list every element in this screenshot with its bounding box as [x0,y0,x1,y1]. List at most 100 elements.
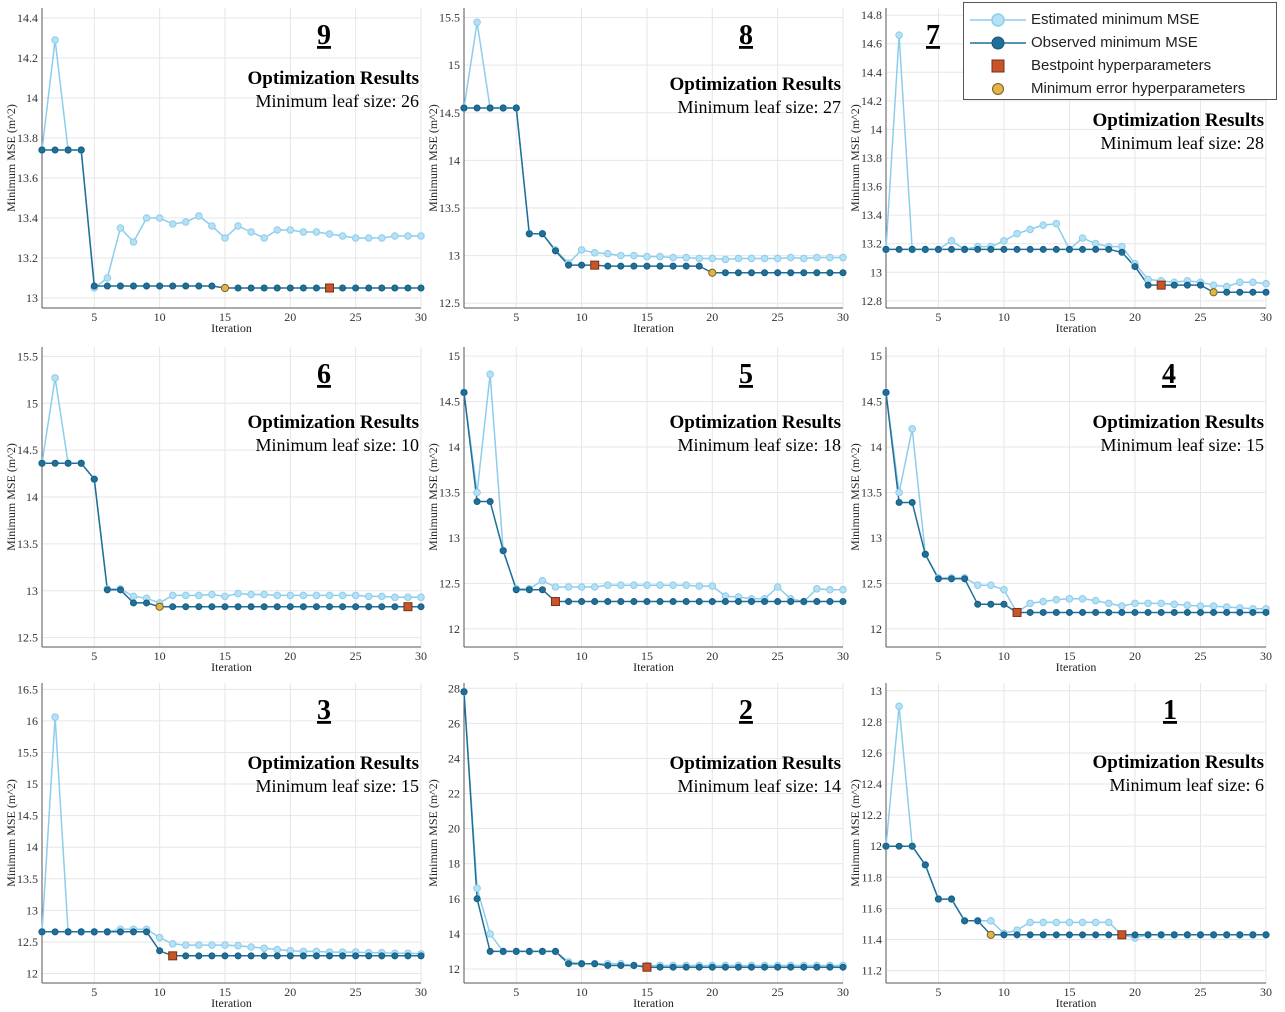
observed-mse-point [826,598,834,606]
observed-mse-point [273,952,281,960]
observed-mse-point [260,603,268,611]
estimated-mse-point [708,254,717,263]
observed-mse-point [1079,245,1087,253]
x-tick-label: 5 [91,310,97,324]
x-axis-label: Iteration [211,660,252,674]
minimum-error-marker [220,283,230,293]
observed-mse-point [1052,245,1060,253]
estimated-mse-point [51,374,59,382]
observed-mse-point [1000,931,1008,939]
estimated-mse-point [786,253,795,262]
estimated-mse-point [247,228,255,236]
x-tick-label: 25 [772,310,784,324]
x-tick-label: 20 [284,649,296,663]
panel-number: 3 [317,695,331,726]
x-tick-label: 30 [837,985,849,999]
observed-mse-point [908,498,916,506]
estimated-mse-point [377,234,386,242]
legend-observed-label: Observed minimum MSE [1031,34,1198,51]
x-tick-label: 15 [1063,310,1075,324]
y-tick-label: 13.5 [861,485,882,499]
estimated-mse-point [813,585,821,593]
estimated-mse-point [1249,278,1257,287]
observed-mse-point [895,245,903,253]
observed-mse-point [787,269,795,277]
y-tick-label: 14 [26,490,38,504]
x-tick-label: 10 [154,649,166,663]
observed-mse-point [695,963,703,971]
bestpoint-marker [642,962,652,972]
observed-mse-point [116,282,124,290]
observed-mse-point [391,603,399,611]
y-tick-label: 18 [448,857,460,871]
observed-mse-point [551,947,559,955]
observed-mse-point [486,498,494,506]
estimated-mse-point [116,224,125,232]
observed-mse-point [708,598,716,606]
x-tick-label: 20 [706,985,718,999]
observed-mse-point [1039,931,1047,939]
observed-mse-point [908,842,916,850]
observed-mse-point [352,284,360,292]
estimated-mse-point [221,592,229,601]
estimated-mse-point [417,593,425,602]
y-tick-label: 14 [448,153,460,167]
x-tick-label: 25 [772,985,784,999]
observed-mse-point [169,603,177,611]
observed-mse-point [961,575,969,583]
observed-mse-point [299,603,307,611]
y-tick-label: 13 [870,265,882,279]
observed-mse-point [1170,608,1178,616]
observed-mse-point [312,952,320,960]
estimated-mse-point [1065,595,1074,603]
observed-mse-point [1000,600,1008,608]
observed-mse-point [90,928,98,936]
observed-mse-point [273,284,281,292]
y-tick-label: 14.8 [861,8,882,22]
estimated-mse-point [973,581,982,589]
observed-mse-point [195,282,203,290]
observed-mse-point [787,598,795,606]
observed-mse-point [499,947,507,955]
observed-mse-point [721,269,729,277]
estimated-mse-point [286,226,295,234]
y-tick-label: 13.8 [17,131,38,145]
y-axis-label: Minimum MSE (m^2) [4,104,18,212]
observed-mse-point [51,459,59,467]
observed-mse-point [839,963,847,971]
observed-mse-point [417,284,425,292]
legend-estimated-swatch [970,13,1026,27]
y-tick-label: 14 [26,91,38,105]
optimization-title: Optimization Results [247,753,419,774]
observed-mse-point [1013,245,1021,253]
y-tick-label: 15 [26,396,38,410]
observed-mse-point [460,688,468,696]
x-tick-label: 10 [576,985,588,999]
y-tick-label: 14.5 [17,809,38,823]
observed-mse-point [961,917,969,925]
plot-area [886,347,1266,647]
y-tick-label: 13.4 [861,208,882,222]
y-tick-label: 14 [448,927,460,941]
observed-mse-point [473,895,481,903]
y-tick-label: 13 [870,684,882,698]
estimated-mse-point [51,713,59,721]
observed-mse-point [1236,931,1244,939]
x-tick-label: 10 [154,985,166,999]
y-tick-label: 20 [448,822,460,836]
observed-mse-point [234,284,242,292]
observed-mse-point [974,917,982,925]
estimated-mse-point [364,592,373,601]
estimated-mse-point [473,884,481,893]
observed-mse-point [143,282,151,290]
y-axis-label: Minimum MSE (m^2) [4,779,18,887]
bestpoint-marker [403,602,413,612]
y-axis-label: Minimum MSE (m^2) [848,779,862,887]
y-tick-label: 12 [26,967,38,981]
observed-mse-point [195,952,203,960]
observed-mse-point [839,269,847,277]
x-tick-label: 30 [837,310,849,324]
observed-mse-point [378,952,386,960]
observed-mse-point [748,598,756,606]
observed-mse-point [64,459,72,467]
